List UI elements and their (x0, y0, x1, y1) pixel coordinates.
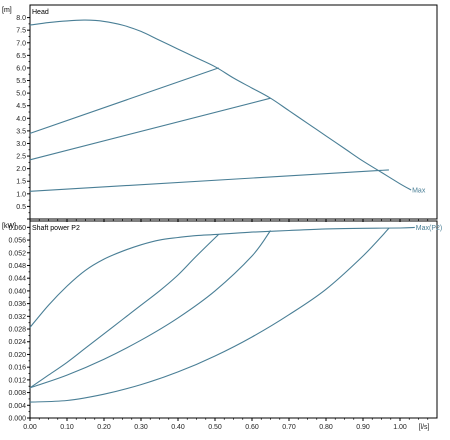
power-x-tick-label: 0.00 (23, 424, 37, 431)
head-y-tick-label: 6.5 (16, 53, 26, 60)
head-y-tick-label: 7.0 (16, 40, 26, 47)
head-series-line-1 (29, 67, 219, 134)
power-series-line-3 (29, 227, 390, 403)
power-y-tick-label: 0.044 (8, 276, 26, 283)
power-y-tick-label: 0.016 (8, 365, 26, 372)
head-y-tick-label: 0.5 (16, 204, 26, 211)
head-series-label: Max (412, 188, 426, 195)
power-y-tick-label: 0.020 (8, 352, 26, 359)
power-series-line-0 (29, 226, 415, 328)
power-y-tick-label: 0.024 (8, 339, 26, 346)
head-y-tick-label: 2.0 (16, 166, 26, 173)
power-x-axis-label: [l/s] (419, 424, 430, 431)
power-x-tick-label: 0.20 (97, 424, 111, 431)
head-y-tick-label: 5.5 (16, 78, 26, 85)
power-y-tick-label: 0.032 (8, 314, 26, 321)
power-title: Shaft power P2 (32, 225, 80, 232)
power-y-tick-label: 0.000 (8, 416, 26, 423)
head-y-unit: [m] (2, 7, 12, 14)
power-x-tick-label: 0.90 (356, 424, 370, 431)
head-series-line-3 (29, 169, 389, 192)
power-y-tick-label: 0.040 (8, 288, 26, 295)
power-x-tick-label: 0.70 (282, 424, 296, 431)
head-y-tick-label: 4.0 (16, 116, 26, 123)
head-y-tick-label: 1.0 (16, 191, 26, 198)
power-y-tick-label: 0.052 (8, 250, 26, 257)
head-y-tick-label: 8.0 (16, 15, 26, 22)
power-y-tick-label: 0.008 (8, 390, 26, 397)
power-y-tick-label: 0.056 (8, 238, 26, 245)
power-x-tick-label: 0.50 (208, 424, 222, 431)
head-title: Head (32, 9, 49, 16)
head-series-line-0 (29, 19, 412, 191)
power-y-tick-label: 0.012 (8, 377, 26, 384)
power-y-tick-label: 0.060 (8, 225, 26, 232)
power-x-tick-label: 0.60 (245, 424, 259, 431)
head-y-tick-label: 4.5 (16, 103, 26, 110)
head-y-tick-label: 3.0 (16, 141, 26, 148)
head-y-tick-label: 7.5 (16, 28, 26, 35)
power-series-label: Max(P2) (416, 225, 442, 232)
power-x-tick-label: 0.80 (319, 424, 333, 431)
power-x-tick-label: 0.30 (134, 424, 148, 431)
head-y-tick-label: 1.5 (16, 179, 26, 186)
head-y-tick-label: 6.0 (16, 65, 26, 72)
power-series-line-2 (29, 230, 271, 389)
head-y-tick-label: 3.5 (16, 128, 26, 135)
power-y-tick-label: 0.028 (8, 327, 26, 334)
power-x-tick-label: 0.10 (60, 424, 74, 431)
power-series-line-1 (29, 233, 220, 389)
power-x-tick-label: 1.00 (393, 424, 407, 431)
power-y-tick-label: 0.004 (8, 403, 26, 410)
head-series-line-2 (29, 97, 271, 161)
power-y-tick-label: 0.036 (8, 301, 26, 308)
power-plot-frame (29, 220, 438, 419)
power-y-tick-label: 0.048 (8, 263, 26, 270)
head-y-tick-label: 2.5 (16, 154, 26, 161)
power-x-tick-label: 0.40 (171, 424, 185, 431)
power-y-unit: [kW] (2, 223, 16, 230)
head-y-tick-label: 5.0 (16, 91, 26, 98)
